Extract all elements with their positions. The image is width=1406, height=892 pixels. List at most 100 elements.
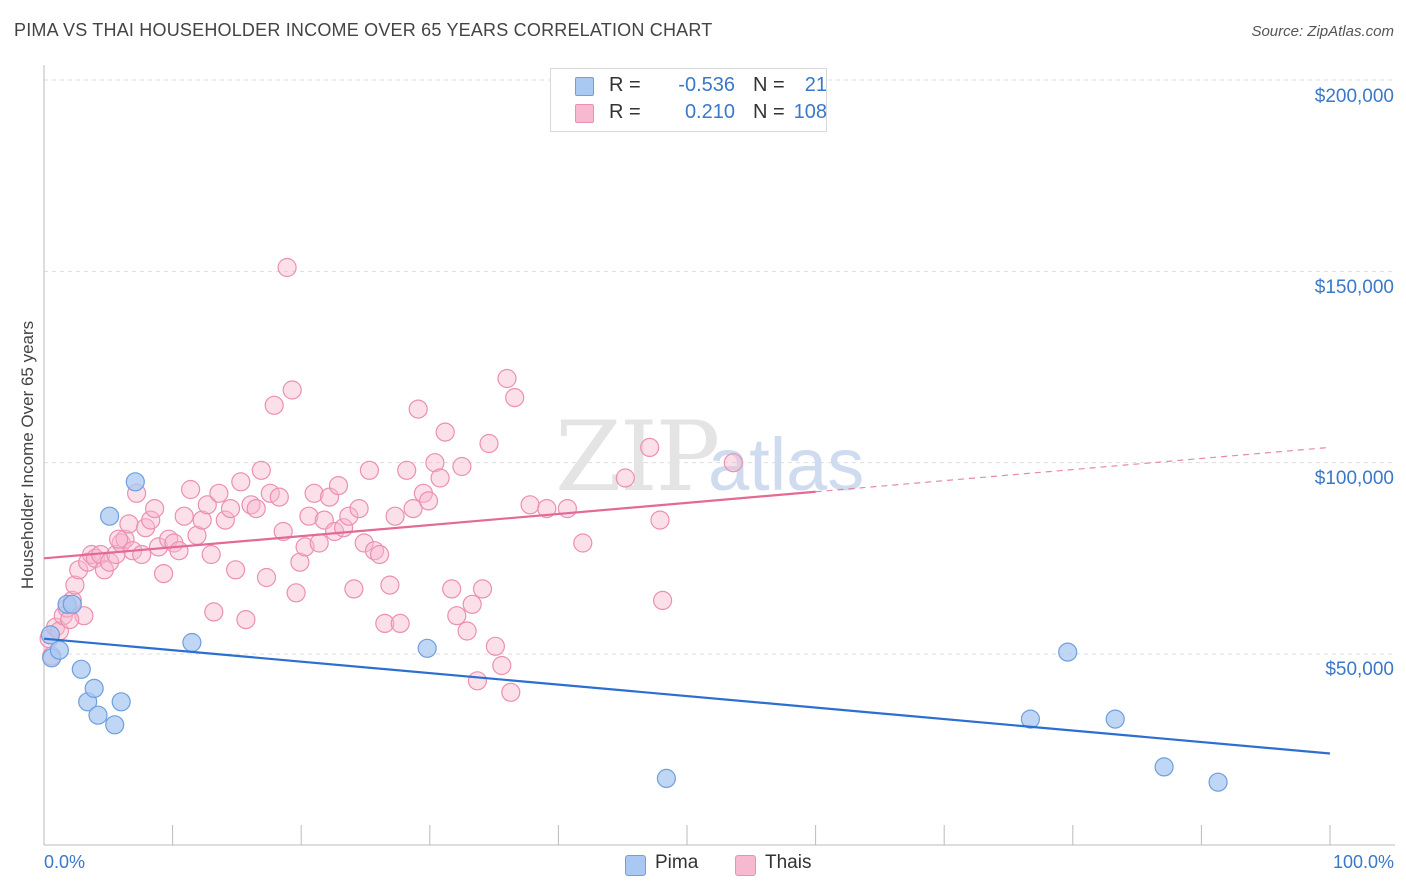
thais-point[interactable] bbox=[375, 613, 395, 634]
thais-point[interactable] bbox=[328, 476, 349, 496]
pima-point[interactable] bbox=[1105, 709, 1125, 729]
thais-point[interactable] bbox=[447, 606, 467, 626]
thais-point[interactable] bbox=[269, 487, 289, 507]
thais-point[interactable] bbox=[349, 499, 369, 519]
thais-point[interactable] bbox=[169, 541, 189, 561]
pima-point[interactable] bbox=[1154, 757, 1174, 777]
pima-point[interactable] bbox=[417, 638, 437, 658]
thais-point[interactable] bbox=[226, 560, 246, 580]
thais-point[interactable] bbox=[557, 499, 578, 519]
pima-point[interactable] bbox=[71, 659, 91, 679]
pima-point[interactable] bbox=[105, 715, 125, 735]
thais-point[interactable] bbox=[380, 575, 400, 595]
thais-point[interactable] bbox=[501, 682, 521, 702]
thais-point[interactable] bbox=[339, 506, 359, 526]
pima-point[interactable] bbox=[656, 768, 677, 789]
thais-point[interactable] bbox=[215, 510, 235, 530]
thais-point[interactable] bbox=[370, 544, 390, 565]
thais-legend-swatch bbox=[735, 855, 756, 876]
thais-point[interactable] bbox=[197, 495, 217, 515]
thais-point[interactable] bbox=[520, 495, 540, 515]
thais-point[interactable] bbox=[615, 468, 635, 488]
thais-point[interactable] bbox=[430, 468, 450, 488]
thais-point[interactable] bbox=[264, 395, 284, 415]
pima-point[interactable] bbox=[1020, 709, 1041, 729]
thais-point[interactable] bbox=[485, 636, 505, 656]
thais-point[interactable] bbox=[442, 579, 462, 599]
thais-point[interactable] bbox=[723, 453, 743, 473]
pima-point[interactable] bbox=[62, 594, 82, 614]
thais-point[interactable] bbox=[251, 460, 271, 480]
thais-point[interactable] bbox=[273, 521, 293, 542]
r-label: R = bbox=[609, 101, 641, 123]
thais-point[interactable] bbox=[108, 529, 129, 549]
thais-point[interactable] bbox=[174, 506, 194, 526]
thais-point[interactable] bbox=[650, 510, 670, 530]
thais-point[interactable] bbox=[241, 495, 261, 515]
thais-point[interactable] bbox=[290, 552, 310, 572]
pima-point[interactable] bbox=[125, 472, 145, 492]
thais-point[interactable] bbox=[652, 590, 673, 611]
thais-point[interactable] bbox=[299, 506, 319, 526]
thais-point[interactable] bbox=[304, 483, 324, 503]
thais-point[interactable] bbox=[390, 613, 410, 634]
thais-point[interactable] bbox=[256, 567, 277, 588]
thais-point[interactable] bbox=[181, 479, 201, 500]
thais-point[interactable] bbox=[418, 491, 439, 511]
thais-point[interactable] bbox=[236, 609, 256, 630]
thais-point[interactable] bbox=[344, 579, 364, 599]
thais-point[interactable] bbox=[425, 453, 445, 473]
thais-point[interactable] bbox=[220, 499, 241, 519]
thais-point[interactable] bbox=[74, 606, 94, 626]
thais-point[interactable] bbox=[246, 499, 266, 519]
thais-point[interactable] bbox=[462, 594, 482, 614]
thais-point[interactable] bbox=[385, 506, 405, 526]
y-tick-label-200000: $200,000 bbox=[1314, 86, 1394, 107]
thais-point[interactable] bbox=[452, 456, 472, 477]
pima-point[interactable] bbox=[1058, 642, 1078, 662]
pima-point[interactable] bbox=[99, 506, 120, 526]
thais-point[interactable] bbox=[403, 499, 423, 519]
pima-point[interactable] bbox=[111, 692, 131, 712]
pima-point[interactable] bbox=[49, 640, 70, 660]
thais-point[interactable] bbox=[192, 510, 212, 530]
thais-point[interactable] bbox=[277, 257, 297, 278]
thais-point[interactable] bbox=[204, 602, 224, 622]
thais-point[interactable] bbox=[467, 671, 487, 691]
thais-point[interactable] bbox=[497, 368, 517, 389]
thais-point[interactable] bbox=[141, 510, 161, 530]
thais-point[interactable] bbox=[286, 583, 306, 603]
thais-point[interactable] bbox=[492, 655, 512, 676]
thais-point[interactable] bbox=[115, 529, 135, 549]
thais-point[interactable] bbox=[282, 380, 302, 400]
thais-point[interactable] bbox=[435, 422, 455, 442]
thais-point[interactable] bbox=[231, 472, 251, 492]
thais-point[interactable] bbox=[295, 537, 315, 557]
thais-point[interactable] bbox=[573, 533, 593, 553]
thais-point[interactable] bbox=[65, 575, 85, 595]
thais-point[interactable] bbox=[364, 541, 385, 561]
thais-point[interactable] bbox=[132, 544, 152, 565]
thais-point[interactable] bbox=[309, 533, 329, 553]
thais-point[interactable] bbox=[359, 460, 379, 480]
thais-point[interactable] bbox=[640, 437, 660, 457]
thais-point[interactable] bbox=[408, 399, 428, 419]
data-points bbox=[39, 257, 1228, 792]
thais-point[interactable] bbox=[145, 499, 165, 519]
thais-point[interactable] bbox=[505, 388, 525, 408]
thais-point[interactable] bbox=[479, 433, 499, 454]
thais-point[interactable] bbox=[154, 563, 174, 584]
thais-point[interactable] bbox=[209, 483, 229, 503]
thais-point[interactable] bbox=[472, 579, 493, 599]
thais-point[interactable] bbox=[119, 514, 139, 534]
thais-point[interactable] bbox=[537, 499, 557, 519]
thais-point[interactable] bbox=[201, 544, 221, 565]
pima-point[interactable] bbox=[182, 632, 202, 653]
pima-point[interactable] bbox=[88, 705, 108, 725]
pima-point[interactable] bbox=[1208, 772, 1228, 792]
thais-point[interactable] bbox=[354, 533, 374, 553]
svg-text:atlas: atlas bbox=[708, 423, 864, 506]
thais-point[interactable] bbox=[397, 460, 417, 480]
thais-point[interactable] bbox=[457, 621, 477, 641]
pima-point[interactable] bbox=[84, 678, 104, 699]
